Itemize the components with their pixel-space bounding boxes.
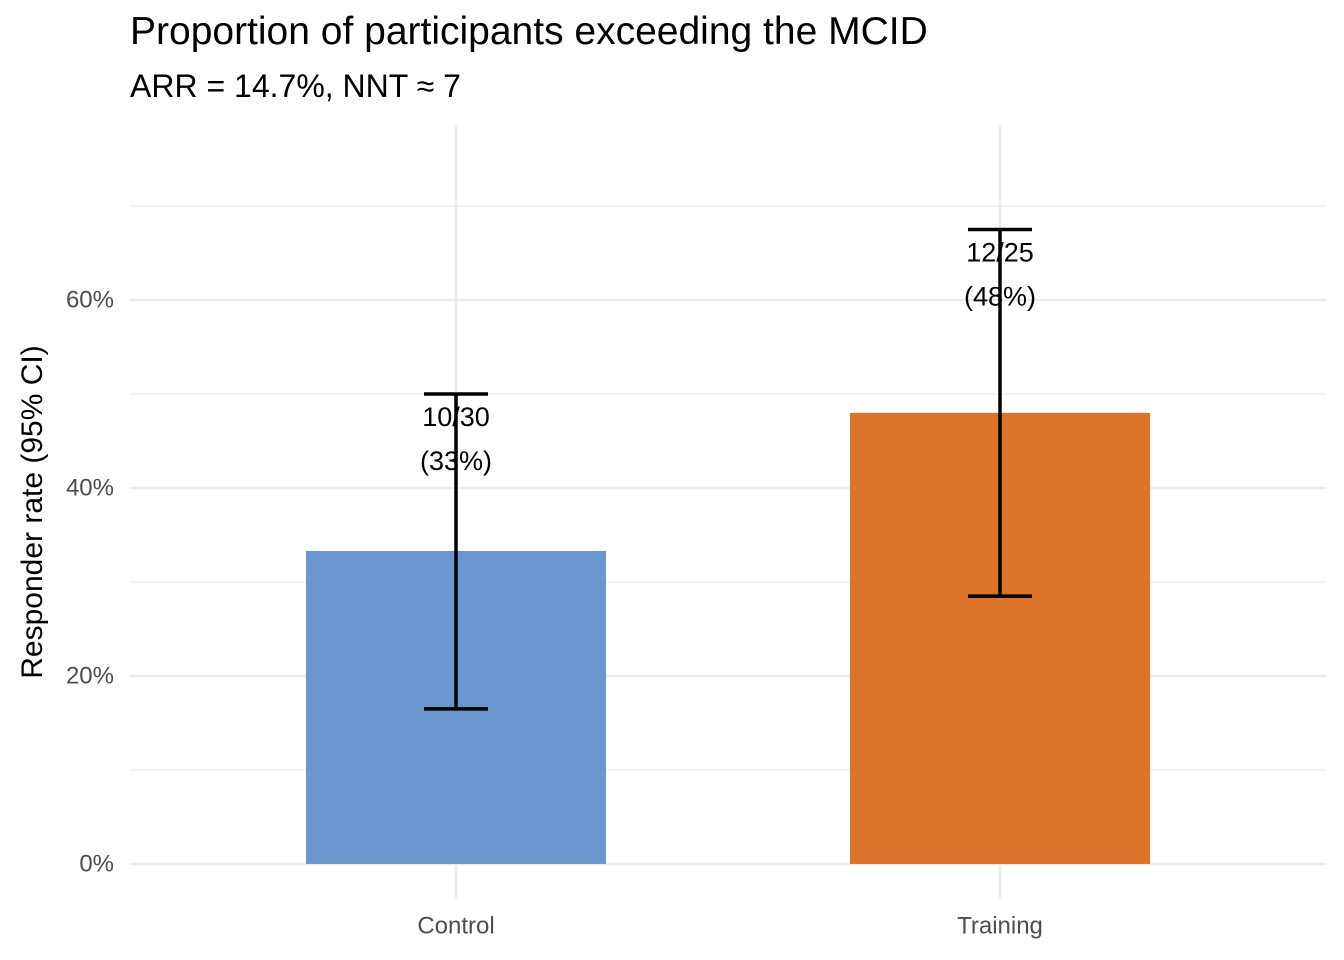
bar-layer — [306, 412, 1150, 864]
y-tick-label: 0% — [79, 851, 114, 878]
data-label-count: 10/30 — [422, 402, 490, 432]
axis-layer: 0% 20% 40% 60% Control Training — [66, 287, 1043, 940]
data-label-percent: (48%) — [964, 282, 1036, 312]
data-label-count: 12/25 — [966, 238, 1034, 268]
y-tick-label: 20% — [66, 663, 114, 690]
y-tick-label: 40% — [66, 475, 114, 502]
data-label-layer: 10/30 (33%) 12/25 (48%) — [420, 238, 1036, 477]
error-bar-layer — [424, 227, 1032, 711]
y-axis-label: Responder rate (95% CI) — [16, 345, 49, 679]
x-tick-label: Training — [957, 913, 1043, 940]
x-tick-label: Control — [417, 913, 494, 940]
chart-title: Proportion of participants exceeding the… — [130, 10, 928, 53]
y-tick-label: 60% — [66, 287, 114, 314]
chart-subtitle: ARR = 14.7%, NNT ≈ 7 — [130, 68, 461, 104]
data-label-percent: (33%) — [420, 446, 492, 476]
